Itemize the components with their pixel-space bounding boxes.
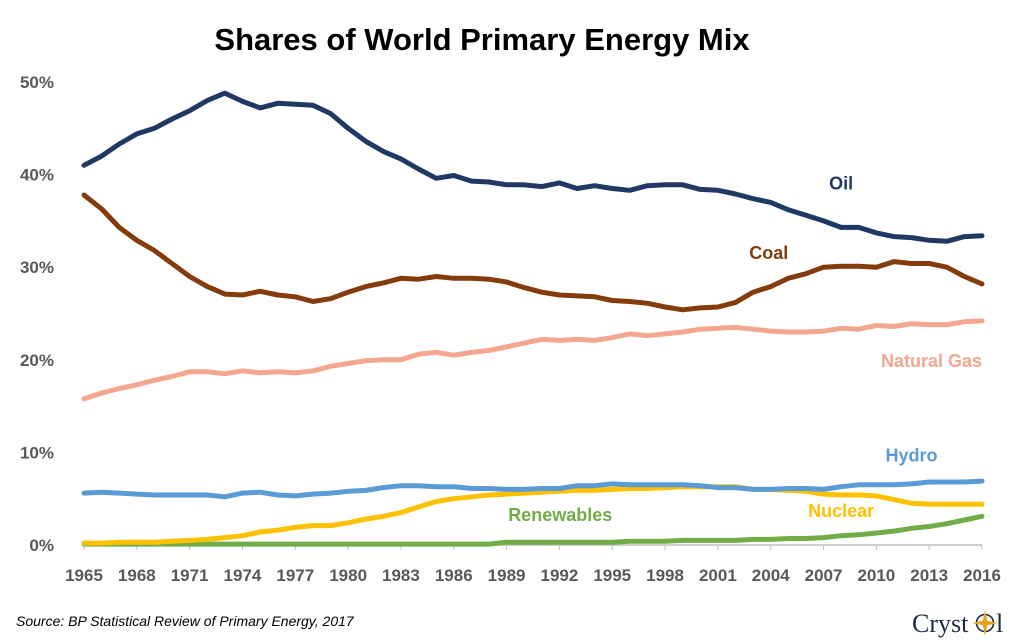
series-line-natural-gas bbox=[81, 318, 985, 402]
x-tick-label: 1995 bbox=[593, 566, 631, 585]
y-tick-label: 50% bbox=[20, 73, 54, 92]
series-line-nuclear bbox=[81, 484, 985, 546]
series-label-oil: Oil bbox=[829, 173, 853, 193]
logo-text-part1: Cryst bbox=[912, 609, 969, 638]
logo-text-part2: l bbox=[996, 609, 1003, 638]
x-tick-label: 1992 bbox=[540, 566, 578, 585]
series-label-renewables: Renewables bbox=[508, 505, 612, 525]
x-tick-label: 1980 bbox=[329, 566, 367, 585]
x-tick-label: 1983 bbox=[382, 566, 420, 585]
x-tick-label: 2013 bbox=[910, 566, 948, 585]
x-tick-label: 1989 bbox=[488, 566, 526, 585]
x-tick-label: 2001 bbox=[699, 566, 737, 585]
crystol-logo: Cryst l bbox=[912, 609, 1003, 638]
x-tick-label: 1974 bbox=[224, 566, 262, 585]
series-line-hydro bbox=[81, 478, 985, 500]
chart-title: Shares of World Primary Energy Mix bbox=[214, 22, 750, 57]
source-note: Source: BP Statistical Review of Primary… bbox=[16, 613, 355, 629]
x-tick-label: 2007 bbox=[805, 566, 843, 585]
x-tick-label: 1998 bbox=[646, 566, 684, 585]
x-axis-ticks: 1965 1968 1971 1974 1977 1980 1983 1986 1989 1992… bbox=[65, 545, 1001, 585]
y-tick-label: 40% bbox=[20, 166, 54, 185]
series-label-hydro: Hydro bbox=[886, 446, 938, 466]
y-axis-ticks: 0% 10% 20% 30% 40% 50% bbox=[20, 73, 54, 555]
series-line-coal bbox=[81, 192, 985, 313]
x-tick-label: 1986 bbox=[435, 566, 473, 585]
x-tick-label: 1968 bbox=[118, 566, 156, 585]
y-tick-label: 20% bbox=[20, 351, 54, 370]
compass-star-icon bbox=[972, 610, 998, 636]
y-tick-label: 30% bbox=[20, 258, 54, 277]
series-lines bbox=[81, 90, 985, 547]
x-tick-label: 2004 bbox=[752, 566, 790, 585]
x-tick-label: 2010 bbox=[857, 566, 895, 585]
x-tick-label: 2016 bbox=[963, 566, 1001, 585]
series-label-natural-gas: Natural Gas bbox=[881, 351, 982, 371]
y-tick-label: 0% bbox=[29, 536, 54, 555]
x-tick-label: 1965 bbox=[65, 566, 103, 585]
y-tick-label: 10% bbox=[20, 443, 54, 462]
series-label-coal: Coal bbox=[749, 243, 788, 263]
series-line-oil bbox=[81, 90, 985, 244]
series-labels: Oil Coal Natural Gas Hydro Nuclear Renewables bbox=[508, 173, 982, 525]
x-tick-label: 1971 bbox=[171, 566, 209, 585]
series-line-renewables bbox=[81, 513, 985, 547]
x-tick-label: 1977 bbox=[276, 566, 314, 585]
series-label-nuclear: Nuclear bbox=[808, 501, 874, 521]
